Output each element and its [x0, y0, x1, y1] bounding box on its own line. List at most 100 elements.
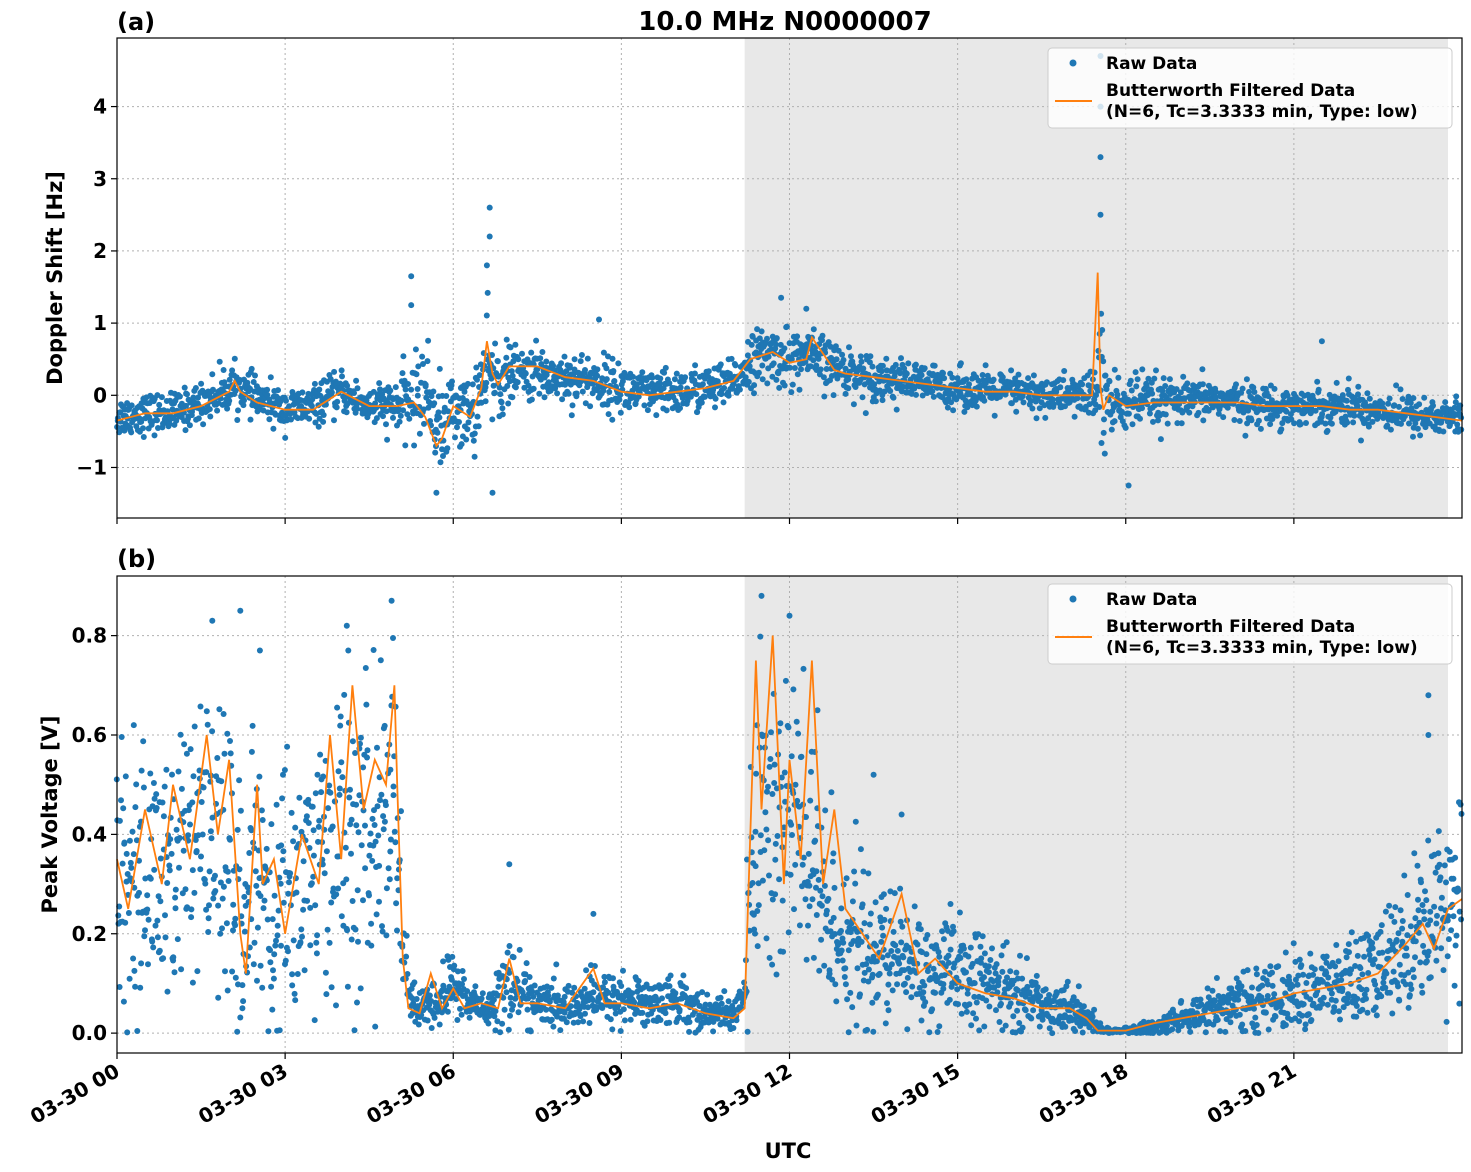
raw-data-point: [579, 388, 586, 395]
raw-data-point: [1458, 426, 1465, 433]
raw-data-point: [683, 985, 690, 992]
raw-data-point: [838, 927, 844, 934]
raw-data-point: [134, 1028, 141, 1034]
raw-data-point: [212, 872, 218, 879]
raw-data-point: [788, 821, 795, 828]
raw-data-point: [392, 384, 399, 391]
raw-data-point: [209, 371, 216, 378]
raw-data-point: [990, 376, 997, 383]
raw-data-point: [123, 850, 130, 857]
raw-data-point: [116, 903, 123, 910]
raw-data-point: [1242, 432, 1249, 439]
raw-data-point: [449, 953, 456, 960]
raw-data-point: [712, 395, 719, 402]
raw-data-point: [115, 912, 122, 919]
raw-data-point: [1015, 371, 1022, 378]
raw-data-point: [239, 1005, 246, 1012]
raw-data-point: [208, 835, 215, 842]
raw-data-point: [1075, 983, 1082, 990]
raw-data-point: [1258, 996, 1265, 1003]
raw-data-point: [1339, 392, 1346, 399]
raw-data-point: [803, 305, 810, 312]
raw-data-point: [1209, 987, 1216, 994]
raw-data-point: [1002, 1022, 1009, 1029]
raw-data-point: [153, 805, 160, 811]
raw-data-point: [981, 950, 988, 957]
raw-data-point: [901, 980, 908, 987]
raw-data-point: [1267, 963, 1274, 970]
raw-data-point: [144, 906, 151, 913]
raw-data-point: [430, 388, 437, 395]
raw-data-point: [154, 934, 161, 941]
raw-data-point: [845, 1029, 852, 1036]
raw-data-point: [252, 868, 259, 875]
raw-data-point: [930, 965, 937, 972]
raw-data-point: [766, 954, 773, 961]
raw-data-point: [218, 778, 225, 785]
raw-data-point: [321, 870, 328, 877]
raw-data-point: [1184, 380, 1191, 387]
raw-data-point: [807, 363, 814, 370]
raw-data-point: [358, 842, 365, 849]
raw-data-point: [194, 968, 201, 975]
raw-data-point: [1416, 401, 1423, 408]
raw-data-point: [247, 385, 253, 392]
raw-data-point: [203, 906, 210, 913]
raw-data-point: [912, 361, 919, 368]
raw-data-point: [904, 1026, 911, 1033]
raw-data-point: [1132, 369, 1139, 376]
raw-data-point: [644, 407, 651, 414]
raw-data-point: [207, 828, 214, 835]
raw-data-point: [721, 988, 728, 995]
raw-data-point: [413, 996, 420, 1002]
raw-data-point: [1453, 393, 1460, 400]
raw-data-point: [536, 390, 543, 397]
raw-data-point: [351, 390, 357, 396]
raw-data-point: [470, 437, 477, 444]
raw-data-point: [1406, 420, 1412, 427]
raw-data-point: [474, 413, 481, 420]
raw-data-point: [641, 402, 648, 409]
raw-data-point: [156, 401, 163, 408]
raw-data-point: [950, 928, 957, 935]
raw-data-point: [754, 943, 761, 950]
raw-data-point: [1290, 407, 1297, 414]
raw-data-point: [205, 915, 212, 922]
raw-data-point: [136, 889, 142, 896]
raw-data-point: [132, 804, 139, 811]
raw-data-point: [995, 974, 1002, 981]
raw-data-point: [680, 972, 687, 979]
raw-data-point: [1412, 420, 1419, 427]
raw-data-point: [603, 376, 610, 383]
raw-data-point: [274, 922, 281, 929]
raw-data-point: [377, 657, 384, 664]
raw-data-point: [368, 942, 375, 949]
raw-data-point: [291, 990, 298, 997]
raw-data-point: [336, 791, 343, 798]
raw-data-point: [835, 347, 842, 354]
raw-data-point: [454, 424, 460, 431]
raw-data-point: [809, 896, 816, 903]
raw-data-point: [1111, 418, 1118, 425]
raw-data-point: [224, 868, 231, 875]
raw-data-point: [581, 985, 588, 992]
raw-data-point: [373, 415, 380, 422]
raw-data-point: [617, 409, 624, 416]
raw-data-point: [367, 830, 374, 837]
raw-data-point: [763, 935, 770, 942]
raw-data-point: [162, 934, 169, 941]
raw-data-point: [175, 768, 182, 775]
raw-data-point: [256, 773, 263, 780]
raw-data-point: [1213, 975, 1220, 981]
raw-data-point: [248, 827, 255, 834]
raw-data-point: [998, 1000, 1004, 1007]
raw-data-point: [269, 916, 276, 923]
raw-data-point: [376, 862, 383, 869]
raw-data-point: [1046, 992, 1053, 998]
raw-data-point: [694, 409, 701, 415]
raw-data-point: [1159, 387, 1166, 394]
raw-data-point: [934, 1029, 941, 1035]
raw-data-point: [1033, 415, 1040, 422]
raw-data-point: [209, 728, 216, 735]
raw-data-point: [885, 1007, 892, 1014]
